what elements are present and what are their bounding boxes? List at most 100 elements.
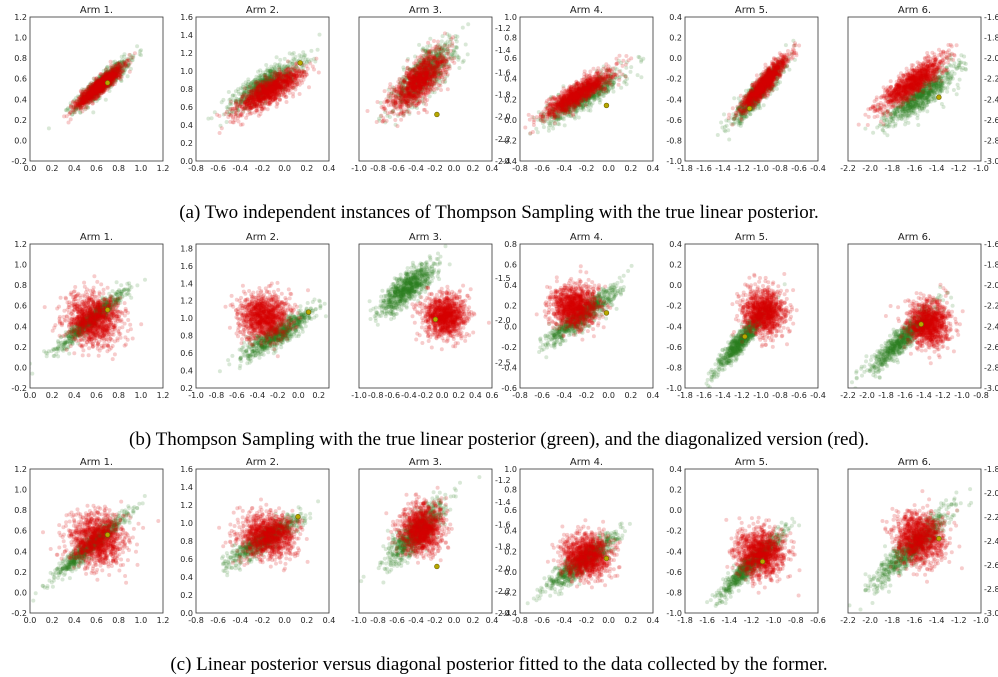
scatter-point — [382, 89, 387, 94]
scatter-point — [119, 74, 124, 79]
scatter-point — [89, 94, 94, 99]
scatter-point — [102, 77, 107, 82]
scatter-point — [426, 40, 431, 45]
scatter-point — [108, 76, 113, 81]
scatter-point — [89, 94, 94, 99]
scatter-point — [79, 96, 84, 101]
scatter-point — [107, 76, 112, 81]
scatter-point — [116, 61, 121, 66]
scatter-point — [83, 96, 88, 101]
scatter-point — [111, 67, 115, 72]
scatter-point — [93, 87, 98, 92]
scatter-point — [119, 79, 124, 83]
scatter-point — [114, 76, 119, 80]
scatter-point — [97, 80, 102, 85]
scatter-point — [85, 101, 90, 106]
scatter-point — [87, 89, 92, 93]
y-tick-label: 0.0 — [180, 157, 193, 166]
scatter-point — [428, 36, 433, 41]
scatter-point — [251, 100, 256, 105]
scatter-point — [99, 80, 104, 85]
scatter-point — [109, 75, 114, 80]
scatter-point — [97, 90, 102, 95]
scatter-point — [92, 93, 96, 98]
scatter-point — [130, 55, 135, 60]
scatter-point — [92, 88, 97, 92]
scatter-point — [80, 103, 84, 108]
scatter-point — [107, 76, 111, 81]
scatter-point — [90, 86, 95, 91]
scatter-point — [98, 82, 103, 86]
scatter-point — [99, 81, 103, 86]
scatter-point — [93, 90, 98, 95]
scatter-point — [78, 98, 82, 102]
scatter-point — [114, 71, 119, 76]
scatter-point — [94, 89, 99, 94]
scatter-point — [121, 60, 126, 64]
scatter-point — [100, 76, 105, 81]
scatter-point — [77, 101, 82, 106]
scatter-point — [78, 98, 83, 102]
scatter-point — [75, 101, 79, 106]
scatter-point — [89, 90, 94, 95]
scatter-point — [117, 67, 122, 72]
scatter-point — [123, 62, 128, 67]
scatter-point — [126, 62, 131, 67]
scatter-point — [88, 97, 92, 102]
scatter-point — [80, 99, 85, 104]
scatter-point — [85, 89, 90, 94]
scatter-point — [91, 84, 96, 89]
scatter-point — [103, 74, 108, 79]
scatter-point — [97, 83, 102, 88]
scatter-point — [99, 84, 104, 89]
scatter-point — [87, 94, 92, 98]
scatter-point — [126, 58, 131, 63]
scatter-point — [107, 70, 112, 75]
scatter-point — [84, 100, 89, 104]
scatter-point — [228, 119, 233, 124]
scatter-point — [267, 79, 272, 84]
scatter-point — [111, 74, 116, 79]
scatter-point — [99, 80, 104, 84]
scatter-point — [88, 86, 93, 91]
scatter-point — [93, 84, 98, 89]
scatter-point — [107, 76, 111, 80]
scatter-point — [67, 112, 72, 116]
scatter-point — [126, 61, 131, 66]
scatter-point — [113, 76, 118, 80]
scatter-point — [105, 72, 110, 77]
scatter-point — [113, 66, 118, 71]
scatter-point — [100, 83, 104, 88]
scatter-point — [90, 88, 95, 93]
scatter-point — [78, 102, 83, 107]
scatter-point — [92, 86, 97, 91]
scatter-point — [365, 109, 370, 113]
scatter-point — [106, 75, 111, 80]
scatter-point — [80, 87, 85, 92]
scatter-point — [94, 86, 99, 90]
scatter-point — [97, 77, 102, 81]
scatter-point — [107, 72, 112, 77]
scatter-point — [85, 93, 90, 98]
scatter-point — [457, 66, 462, 70]
scatter-point — [94, 82, 99, 87]
scatter-point — [131, 55, 136, 60]
scatter-point — [68, 101, 73, 106]
scatter-point — [300, 69, 305, 73]
scatter-point — [93, 86, 98, 91]
scatter-point — [100, 75, 105, 80]
scatter-point — [91, 92, 96, 97]
scatter-point — [118, 71, 123, 75]
scatter-point — [111, 69, 116, 74]
scatter-point — [113, 73, 118, 78]
scatter-point — [89, 92, 94, 97]
scatter-point — [86, 99, 91, 103]
scatter-point — [98, 80, 103, 85]
scatter-point — [138, 49, 142, 54]
scatter-point — [86, 95, 91, 100]
scatter-point — [111, 64, 116, 69]
scatter-point — [96, 93, 101, 97]
scatter-point — [91, 97, 95, 102]
scatter-point — [108, 76, 113, 81]
scatter-point — [110, 80, 115, 85]
